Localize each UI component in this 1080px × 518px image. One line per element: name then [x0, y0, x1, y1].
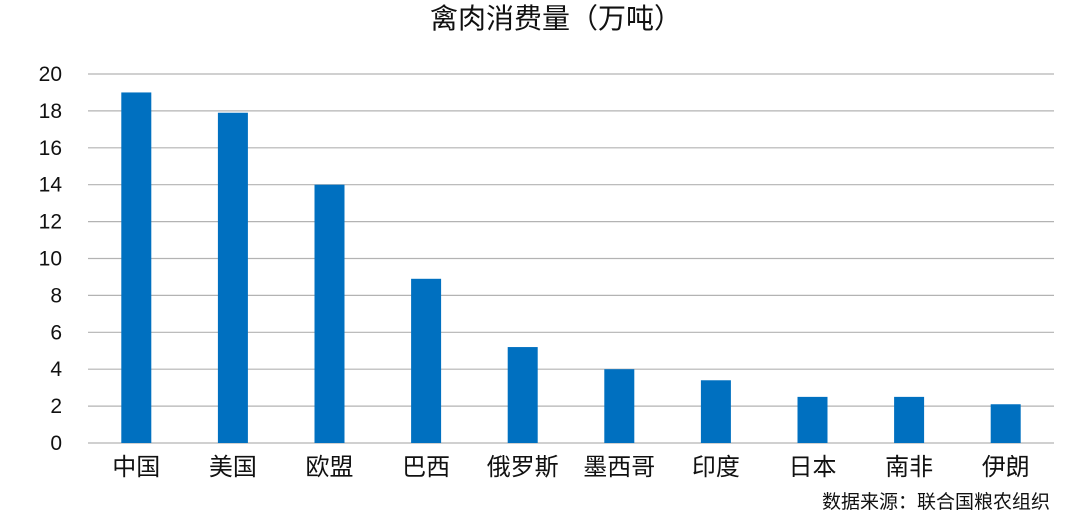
bar: [217, 112, 248, 444]
x-tick-label: 欧盟: [306, 453, 354, 481]
y-tick-label: 2: [50, 395, 62, 418]
bar: [507, 347, 538, 443]
x-tick-label: 俄罗斯: [487, 453, 559, 481]
y-tick-label: 18: [39, 100, 62, 123]
bar: [894, 396, 925, 443]
bar: [121, 92, 152, 443]
bars: [121, 92, 1021, 444]
y-tick-label: 12: [39, 211, 62, 234]
y-tick-label: 6: [50, 321, 62, 344]
bar: [990, 404, 1021, 443]
grid-lines: [88, 73, 1054, 444]
x-tick-label: 美国: [209, 453, 257, 481]
bar: [411, 278, 442, 443]
bar: [700, 380, 731, 443]
y-tick-label: 0: [50, 432, 62, 455]
bar: [604, 369, 635, 443]
y-tick-label: 14: [39, 174, 63, 197]
x-tick-label: 伊朗: [982, 453, 1030, 481]
y-tick-label: 16: [39, 137, 62, 160]
x-tick-label: 中国: [112, 453, 160, 481]
x-tick-label: 巴西: [402, 453, 450, 481]
y-tick-label: 10: [39, 248, 62, 271]
y-tick-label: 8: [50, 284, 62, 307]
x-tick-label: 南非: [885, 453, 933, 481]
y-axis-ticks: 0 2 4 6 8 10 12 14 16 18 20: [39, 63, 63, 455]
y-tick-label: 4: [50, 358, 62, 381]
x-tick-label: 印度: [692, 453, 740, 481]
x-axis-ticks: 中国 美国 欧盟 巴西 俄罗斯 墨西哥 印度 日本 南非 伊朗: [112, 453, 1029, 481]
bar: [797, 396, 828, 443]
x-tick-label: 墨西哥: [583, 453, 655, 481]
y-tick-label: 20: [39, 63, 62, 86]
chart-title: 禽肉消费量（万吨）: [430, 2, 682, 35]
data-source-note: 数据来源：联合国粮农组织: [822, 491, 1050, 513]
x-tick-label: 日本: [789, 453, 837, 481]
bar: [314, 184, 345, 443]
